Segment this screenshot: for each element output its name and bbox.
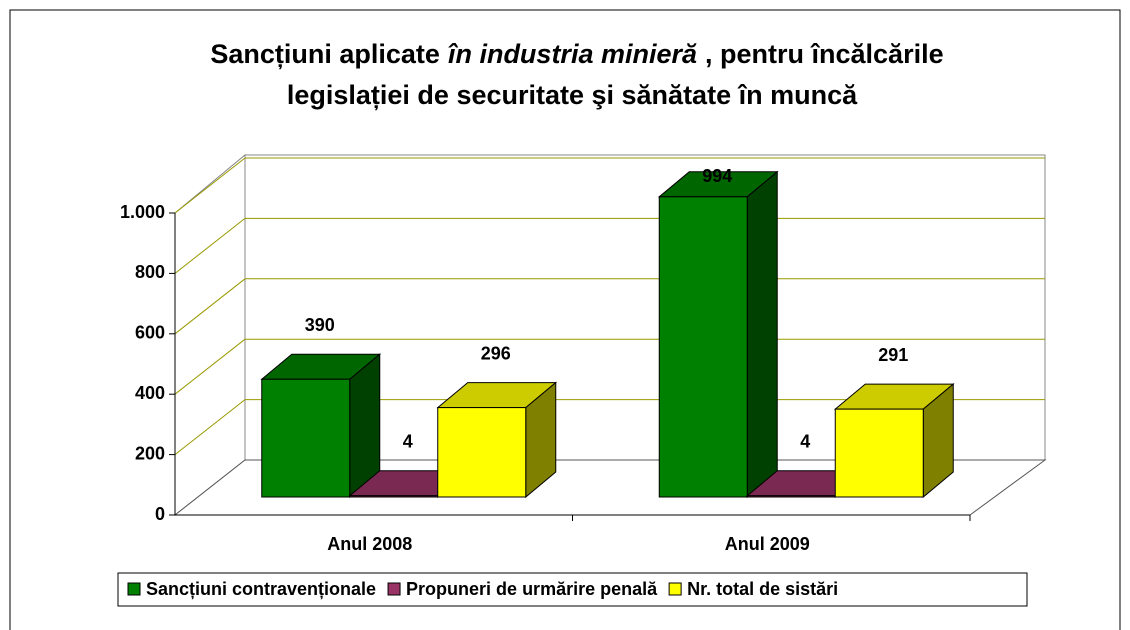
bar-side xyxy=(746,170,778,499)
y-tick-label: 600 xyxy=(135,323,165,343)
grid-line xyxy=(174,157,246,214)
data-label: 296 xyxy=(481,343,511,363)
y-tick-label: 200 xyxy=(135,443,165,463)
data-label: 4 xyxy=(403,432,413,452)
legend-box xyxy=(117,572,1028,607)
data-label: 994 xyxy=(702,166,732,186)
legend-label: Nr. total de sistări xyxy=(687,579,838,599)
x-tick-label: Anul 2008 xyxy=(327,534,412,554)
bar xyxy=(834,408,924,498)
chart-title: legislației de securitate şi sănătate în… xyxy=(287,80,858,110)
legend-swatch xyxy=(127,582,141,596)
data-label: 390 xyxy=(305,315,335,335)
y-tick-label: 400 xyxy=(135,383,165,403)
grid-line xyxy=(174,338,246,395)
legend-label: Propuneri de urmărire penală xyxy=(406,579,658,599)
side-wall xyxy=(174,153,246,517)
grid-line xyxy=(174,278,246,335)
y-tick-label: 1.000 xyxy=(120,202,165,222)
legend-swatch xyxy=(387,582,401,596)
bar xyxy=(658,196,748,498)
y-tick-label: 0 xyxy=(155,504,165,524)
grid-line xyxy=(174,218,246,274)
data-label: 291 xyxy=(878,345,908,365)
chart-title: Sancțiuni aplicate în industria minieră , … xyxy=(210,39,943,69)
title-part: Sancțiuni aplicate xyxy=(210,39,440,69)
grid-line xyxy=(174,399,246,455)
title-part: în industria minieră xyxy=(448,39,697,69)
bar xyxy=(746,495,836,498)
bar xyxy=(261,378,351,498)
bar xyxy=(349,495,439,498)
legend-label: Sancțiuni contravenționale xyxy=(146,579,376,599)
data-label: 4 xyxy=(800,432,810,452)
x-tick-label: Anul 2009 xyxy=(725,534,810,554)
title-part: , pentru încălcările xyxy=(705,39,944,69)
legend-swatch xyxy=(668,582,682,596)
bar xyxy=(437,407,527,498)
y-tick-label: 800 xyxy=(135,262,165,282)
